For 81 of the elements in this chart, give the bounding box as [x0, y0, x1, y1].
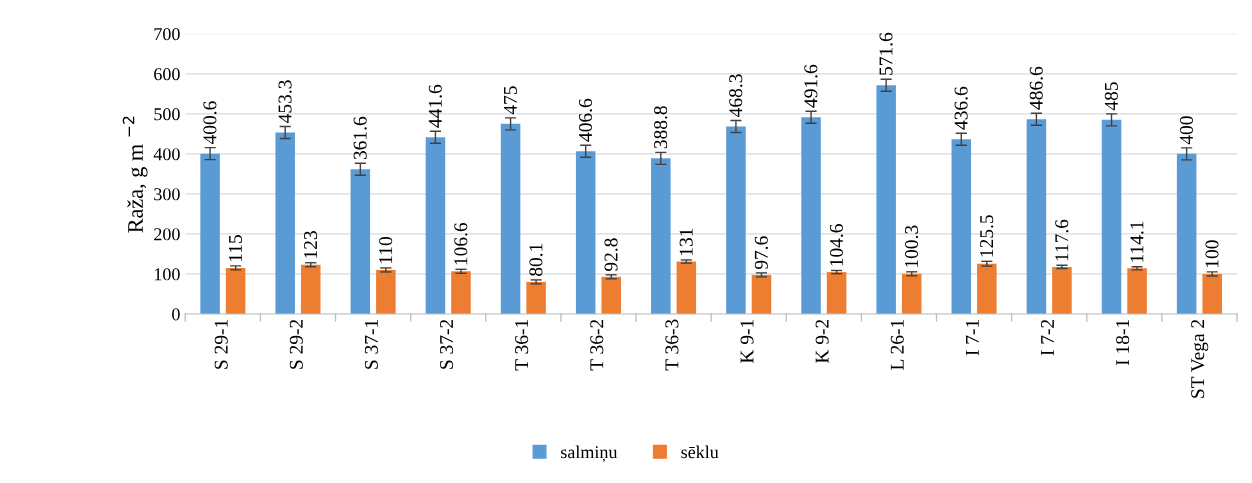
data-label: 453.3	[278, 80, 292, 123]
data-label: 388.8	[654, 106, 668, 149]
data-label: 92.8	[604, 238, 618, 271]
y-axis-title: Raža, g m $^{−2}$	[122, 116, 148, 233]
data-label: 117.6	[1055, 219, 1069, 261]
bar	[275, 132, 295, 314]
bar	[951, 139, 972, 314]
bar	[651, 158, 671, 314]
bar	[526, 281, 546, 314]
data-label: 131	[679, 228, 693, 256]
bar	[1052, 266, 1072, 314]
bar	[801, 117, 821, 314]
y-tick-label: 400	[153, 148, 180, 161]
x-tick-label: T 36-2	[590, 319, 604, 371]
bar	[500, 123, 521, 314]
bar	[1176, 153, 1197, 314]
x-tick-label: S 37-2	[440, 319, 454, 369]
bar	[601, 276, 621, 314]
data-label: 486.6	[1029, 66, 1043, 110]
data-label: 114.1	[1130, 221, 1144, 262]
bar	[826, 272, 847, 314]
data-label: 406.6	[578, 98, 593, 142]
y-tick-label: 200	[154, 228, 180, 241]
bar	[1026, 119, 1047, 314]
x-tick-label: S 37-1	[364, 319, 378, 369]
x-tick-label: I 7-2	[1040, 319, 1054, 356]
data-label: 400	[1179, 116, 1194, 145]
data-label: 125.5	[980, 215, 994, 257]
data-label: 100.3	[904, 225, 919, 267]
x-tick-label: K 9-2	[815, 319, 829, 364]
x-tick-label: K 9-1	[740, 319, 754, 364]
x-tick-label: S 29-2	[289, 319, 303, 369]
data-label: 123	[304, 231, 318, 258]
bar	[425, 137, 446, 314]
bar	[1101, 119, 1122, 314]
data-label: 491.6	[804, 64, 818, 108]
bar	[376, 269, 396, 314]
bar	[977, 263, 997, 314]
bar	[901, 273, 922, 314]
x-tick-label: ST Vega 2	[1191, 319, 1209, 398]
bar	[726, 126, 746, 314]
data-label: 106.6	[454, 222, 468, 265]
x-tick-label: T 36-3	[665, 319, 679, 371]
x-tick-label: L 26-1	[890, 319, 904, 370]
data-label: 468.3	[729, 74, 743, 117]
data-label: 475	[503, 86, 517, 115]
bar	[1127, 268, 1147, 314]
data-label: 104.6	[829, 224, 844, 266]
y-tick-label: 300	[154, 188, 180, 201]
legend-label: salmiņu	[561, 445, 618, 462]
y-tick-label: 500	[154, 108, 180, 121]
x-tick-label: S 29-1	[214, 319, 228, 369]
data-label: 80.1	[529, 243, 543, 276]
bar	[1202, 273, 1222, 314]
y-tick-label: 600	[154, 68, 180, 81]
data-label: 436.6	[954, 86, 968, 130]
data-label: 100	[1205, 240, 1219, 268]
bar	[225, 267, 246, 314]
bar	[575, 151, 596, 314]
x-tick-label: I 18-1	[1116, 319, 1130, 366]
x-tick-label: I 7-1	[965, 319, 979, 356]
legend-label: sēklu	[681, 445, 719, 459]
bar	[751, 274, 772, 314]
bar	[876, 85, 896, 314]
y-tick-label: 100	[154, 268, 180, 281]
data-label: 97.6	[754, 236, 768, 270]
data-label: 110	[379, 237, 393, 264]
bar	[200, 153, 220, 314]
bar	[350, 169, 371, 314]
bar	[451, 271, 471, 314]
data-label: 485	[1104, 82, 1118, 111]
y-tick-label: 700	[154, 28, 180, 41]
bar	[676, 261, 697, 314]
data-label: 361.6	[353, 116, 367, 160]
data-label: 400.6	[203, 101, 217, 145]
y-tick-label: 0	[172, 308, 180, 321]
data-label: 571.6	[879, 32, 893, 75]
data-label: 441.6	[428, 84, 442, 128]
bar	[300, 264, 321, 314]
data-label: 115	[228, 235, 242, 262]
x-tick-label: T 36-1	[515, 319, 529, 371]
